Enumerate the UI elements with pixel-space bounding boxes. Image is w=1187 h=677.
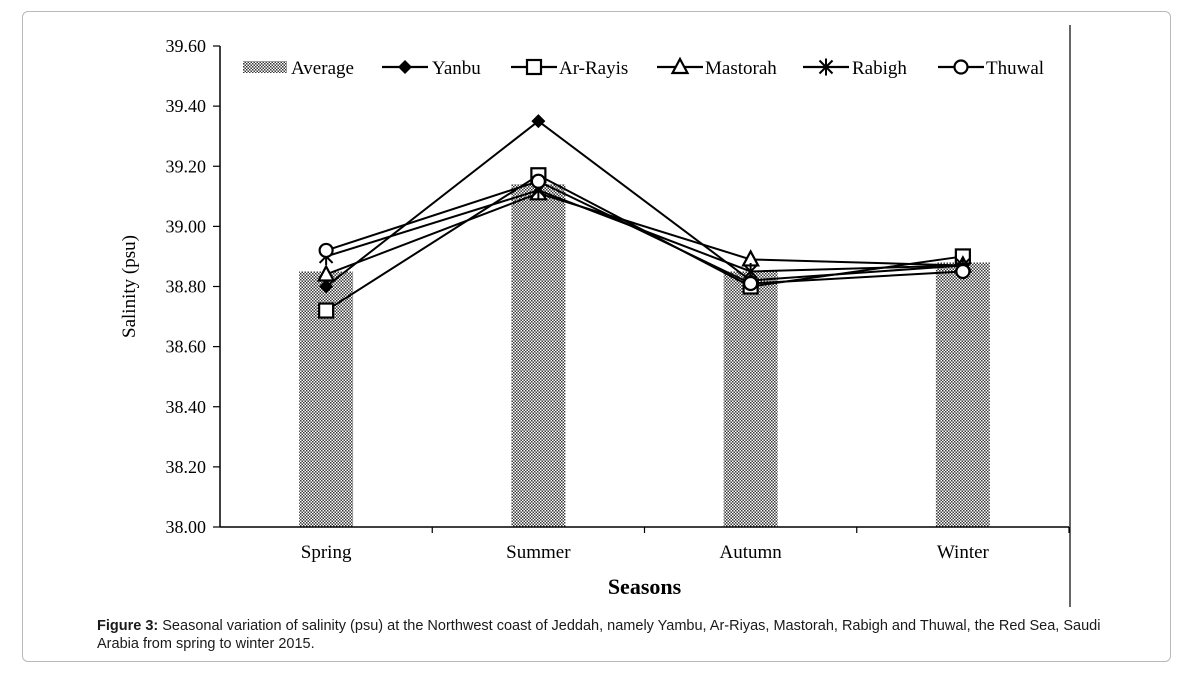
legend-label-yanbu: Yanbu: [432, 58, 481, 79]
x-tick-label: Spring: [301, 542, 352, 563]
legend-label-rabigh: Rabigh: [852, 58, 907, 79]
y-axis-title: Salinity (psu): [119, 235, 140, 338]
figure-caption: Figure 3: Seasonal variation of salinity…: [97, 617, 1127, 653]
point-yanbu-spring: [319, 279, 334, 294]
point-mastorah-spring: [316, 264, 336, 282]
point-ar-rayis-spring: [318, 302, 335, 319]
legend-swatch-average: [243, 61, 287, 73]
x-tick-label: Autumn: [719, 542, 782, 563]
point-thuwal-spring: [318, 242, 334, 259]
y-tick-label: 38.40: [166, 397, 207, 417]
legend-label-mastorah: Mastorah: [705, 58, 777, 79]
series-line-rabigh: [325, 189, 963, 273]
x-tick-label: Winter: [937, 542, 990, 563]
x-tick-label: Summer: [506, 542, 571, 563]
point-thuwal-autumn: [743, 275, 759, 292]
legend-label-thuwal: Thuwal: [986, 58, 1044, 79]
legend-marker-yanbu: [398, 60, 412, 74]
y-tick-label: 38.80: [166, 277, 207, 297]
series-line-yanbu: [325, 119, 963, 288]
legend-label-average: Average: [291, 58, 354, 79]
legend-marker-mastorah: [670, 56, 690, 75]
series-line-ar-rayis: [325, 174, 964, 312]
y-tick-label: 39.40: [166, 96, 207, 116]
legend-marker-ar-rayis: [525, 58, 543, 76]
y-tick-label: 39.60: [166, 36, 207, 56]
y-tick-label: 39.00: [166, 216, 207, 236]
caption-label: Figure 3:: [97, 618, 159, 634]
legend-marker-rabigh: [818, 58, 834, 76]
y-tick-label: 38.00: [166, 517, 207, 537]
series-line-thuwal: [325, 180, 963, 285]
bar-average-winter: [935, 262, 990, 527]
y-tick-label: 39.20: [166, 156, 207, 176]
point-thuwal-summer: [530, 173, 546, 189]
y-tick-label: 38.20: [166, 457, 207, 477]
point-thuwal-winter: [955, 263, 971, 280]
point-yanbu-summer: [531, 114, 546, 129]
legend-marker-thuwal: [953, 59, 969, 75]
legend-label-ar-rayis: Ar-Rayis: [559, 58, 628, 79]
series-line-mastorah: [325, 192, 963, 276]
bar-average-autumn: [723, 271, 778, 527]
y-tick-label: 38.60: [166, 337, 207, 357]
x-axis-title: Seasons: [608, 574, 682, 599]
bar-average-summer: [511, 184, 566, 527]
caption-text: Seasonal variation of salinity (psu) at …: [97, 618, 1101, 652]
